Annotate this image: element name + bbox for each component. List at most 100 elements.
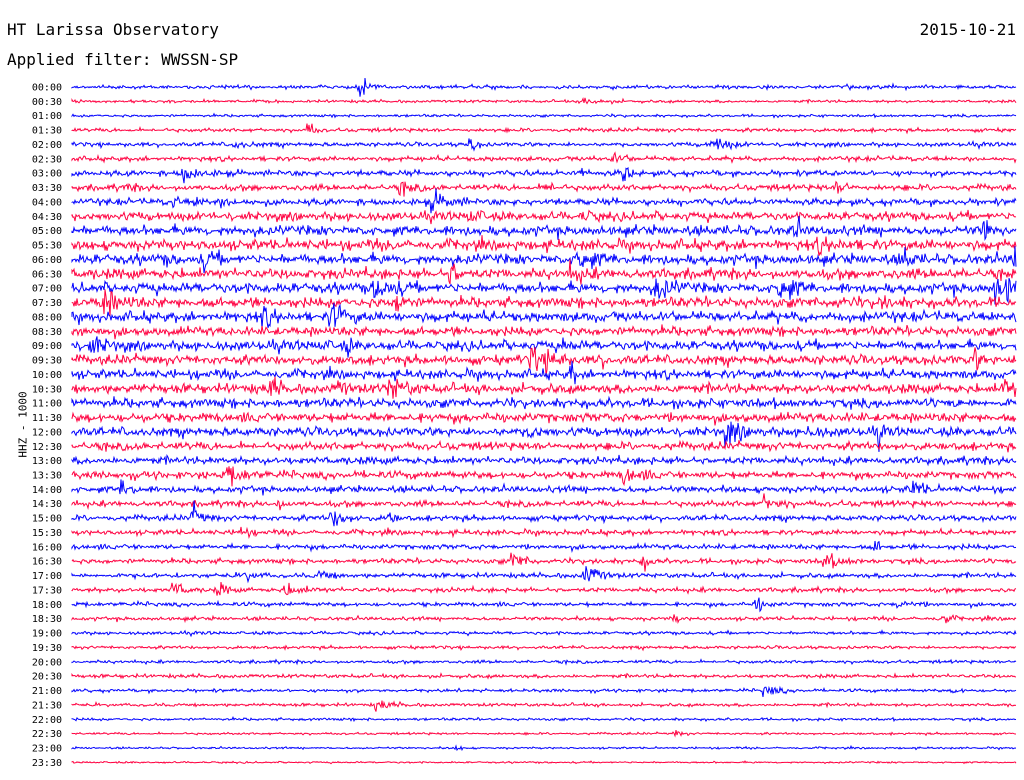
time-tick-label: 07:30 [32, 298, 62, 309]
time-tick-label: 11:00 [32, 399, 62, 410]
time-tick-label: 12:30 [32, 442, 62, 453]
time-tick-label: 23:30 [32, 758, 62, 769]
seismic-trace [71, 336, 1017, 358]
station-title: HT Larissa Observatory [7, 20, 219, 39]
record-date: 2015-10-21 [919, 20, 1016, 39]
seismic-trace [71, 246, 1017, 274]
seismic-trace [71, 166, 1017, 184]
seismic-trace [71, 180, 1017, 197]
seismic-trace [71, 421, 1017, 452]
time-tick-label: 06:00 [32, 255, 62, 266]
seismic-trace [71, 151, 1017, 164]
time-tick-label: 02:30 [32, 154, 62, 165]
time-tick-label: 03:00 [32, 169, 62, 180]
seismic-trace [71, 112, 1017, 119]
seismic-trace [71, 360, 1017, 385]
time-tick-label: 17:00 [32, 571, 62, 582]
time-tick-label: 07:00 [32, 284, 62, 295]
time-tick-label: 09:30 [32, 356, 62, 367]
seismic-trace [71, 526, 1017, 540]
time-tick-label: 06:30 [32, 269, 62, 280]
seismic-trace [71, 566, 1017, 584]
seismic-trace [71, 760, 1017, 765]
seismic-trace [71, 672, 1016, 680]
time-tick-label: 21:30 [32, 700, 62, 711]
seismic-trace [71, 395, 1017, 410]
seismic-trace [71, 347, 1017, 376]
seismic-trace [71, 259, 1017, 285]
seismic-trace [71, 493, 1017, 511]
time-tick-label: 08:00 [32, 312, 62, 323]
seismic-trace [71, 582, 1017, 596]
time-tick-label: 18:00 [32, 600, 62, 611]
seismic-trace [71, 123, 1017, 135]
time-tick-label: 13:30 [32, 470, 62, 481]
time-tick-label: 01:30 [32, 126, 62, 137]
seismic-trace [71, 716, 1017, 723]
seismic-trace [71, 466, 1017, 487]
seismic-trace [71, 289, 1017, 317]
time-tick-label: 13:00 [32, 456, 62, 467]
time-tick-label: 12:00 [32, 427, 62, 438]
seismic-trace [71, 277, 1017, 305]
seismic-trace [71, 235, 1017, 256]
time-tick-label: 18:30 [32, 614, 62, 625]
time-tick-label: 00:00 [32, 83, 62, 94]
time-tick-label: 20:30 [32, 672, 62, 683]
time-tick-label: 15:00 [32, 514, 62, 525]
seismic-trace [71, 700, 1017, 712]
time-tick-label: 08:30 [32, 327, 62, 338]
seismic-trace [71, 629, 1017, 638]
time-tick-label: 05:00 [32, 226, 62, 237]
time-tick-label: 10:00 [32, 370, 62, 381]
seismic-trace [71, 439, 1017, 453]
seismic-trace [71, 77, 1017, 97]
filter-label: Applied filter: WWSSN-SP [7, 50, 239, 69]
seismic-trace [71, 500, 1017, 527]
seismic-trace [71, 744, 1017, 752]
time-tick-label: 21:00 [32, 686, 62, 697]
seismic-trace [71, 138, 1017, 152]
time-tick-label: 02:00 [32, 140, 62, 151]
time-tick-label: 16:00 [32, 542, 62, 553]
seismic-trace [71, 376, 1017, 399]
time-tick-label: 19:30 [32, 643, 62, 654]
seismic-trace [71, 216, 1017, 241]
seismic-trace [71, 644, 1017, 652]
time-tick-label: 11:30 [32, 413, 62, 424]
seismic-trace [71, 597, 1017, 613]
time-tick-label: 15:30 [32, 528, 62, 539]
time-tick-label: 03:30 [32, 183, 62, 194]
time-tick-label: 17:30 [32, 585, 62, 596]
time-tick-label: 22:00 [32, 715, 62, 726]
time-tick-label: 19:00 [32, 629, 62, 640]
time-tick-label: 04:30 [32, 212, 62, 223]
time-tick-label: 09:00 [32, 341, 62, 352]
seismic-trace [71, 188, 1017, 214]
time-tick-label: 20:00 [32, 657, 62, 668]
seismic-trace [71, 97, 1017, 105]
seismic-trace [71, 479, 1017, 496]
seismic-trace [71, 411, 1017, 426]
time-tick-label: 14:00 [32, 485, 62, 496]
seismic-trace [71, 303, 1017, 329]
time-tick-label: 10:30 [32, 384, 62, 395]
seismic-trace [71, 614, 1017, 625]
time-tick-label: 22:30 [32, 729, 62, 740]
time-tick-label: 00:30 [32, 97, 62, 108]
seismic-trace [71, 658, 1017, 666]
time-tick-label: 23:00 [32, 744, 62, 755]
time-tick-label: 16:30 [32, 557, 62, 568]
seismic-trace [71, 540, 1017, 553]
time-tick-label: 01:00 [32, 111, 62, 122]
seismic-trace [71, 685, 1017, 697]
seismic-trace [71, 730, 1016, 738]
time-tick-label: 14:30 [32, 499, 62, 510]
seismic-trace [71, 324, 1017, 340]
seismic-trace [71, 552, 1017, 572]
time-tick-label: 05:30 [32, 241, 62, 252]
time-tick-label: 04:00 [32, 197, 62, 208]
seismic-trace [71, 209, 1017, 225]
seismic-trace [71, 453, 1017, 467]
